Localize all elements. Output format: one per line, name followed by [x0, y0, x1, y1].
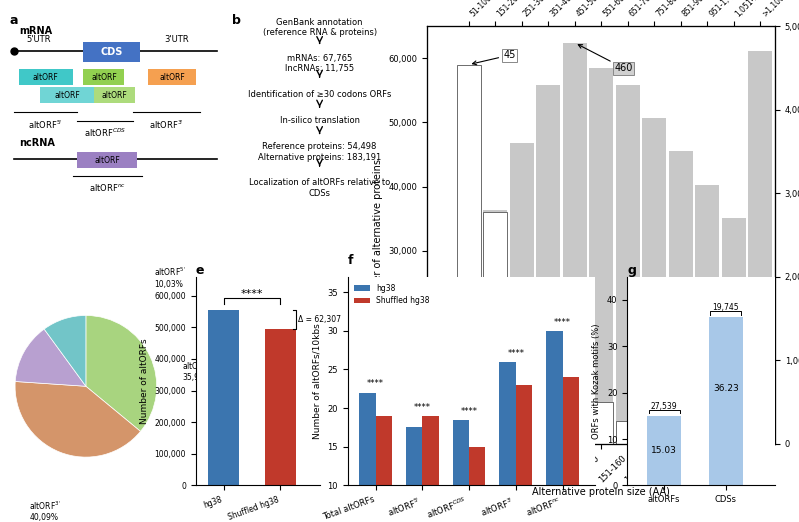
- FancyBboxPatch shape: [77, 152, 137, 168]
- Bar: [695, 185, 719, 444]
- Text: g: g: [627, 264, 636, 277]
- Text: Identification of ≥30 codons ORFs: Identification of ≥30 codons ORFs: [248, 90, 392, 99]
- Bar: [510, 293, 534, 444]
- Text: 3'UTR: 3'UTR: [164, 35, 189, 44]
- Bar: [590, 68, 613, 444]
- Text: ncRNA: ncRNA: [19, 138, 54, 148]
- Text: b: b: [232, 14, 240, 27]
- Bar: [360, 393, 376, 522]
- Bar: [536, 347, 560, 444]
- Text: Reference proteins: 54,498
Alternative proteins: 183,191: Reference proteins: 54,498 Alternative p…: [258, 143, 381, 162]
- Legend: hg38, Shuffled hg38: hg38, Shuffled hg38: [352, 280, 432, 309]
- Text: altORF: altORF: [94, 156, 120, 164]
- Text: In-silico translation: In-silico translation: [280, 116, 360, 125]
- Y-axis label: Number of altORFs/10kbs: Number of altORFs/10kbs: [312, 323, 322, 439]
- Y-axis label: Number of altORFs: Number of altORFs: [140, 338, 149, 424]
- Text: altORF$^{nc}$: altORF$^{nc}$: [89, 182, 125, 193]
- FancyBboxPatch shape: [149, 69, 196, 85]
- Wedge shape: [44, 315, 86, 386]
- Text: GenBank annotation
(reference RNA & proteins): GenBank annotation (reference RNA & prot…: [263, 18, 376, 37]
- Bar: [722, 218, 745, 444]
- Bar: [616, 421, 640, 444]
- Text: mRNAs: 67,765
lncRNAs: 11,755: mRNAs: 67,765 lncRNAs: 11,755: [285, 54, 354, 73]
- Text: 19,745: 19,745: [713, 303, 739, 312]
- Text: e: e: [196, 264, 205, 277]
- Bar: [516, 385, 532, 522]
- Text: 45: 45: [472, 50, 515, 65]
- Text: altORF$^{5'}$: altORF$^{5'}$: [28, 118, 63, 131]
- Y-axis label: ORFs with Kozak motifs (%): ORFs with Kozak motifs (%): [592, 323, 602, 439]
- Text: ****: ****: [367, 379, 384, 388]
- Text: ****: ****: [414, 402, 431, 412]
- FancyBboxPatch shape: [84, 42, 140, 62]
- Text: CDS: CDS: [101, 47, 123, 57]
- Text: ****: ****: [554, 317, 571, 327]
- Wedge shape: [15, 329, 86, 386]
- Text: 5'UTR: 5'UTR: [26, 35, 50, 44]
- Bar: [547, 331, 562, 522]
- Bar: [669, 434, 693, 444]
- Bar: [499, 362, 516, 522]
- Bar: [209, 310, 240, 485]
- Text: altORF: altORF: [91, 73, 117, 82]
- Text: ****: ****: [240, 289, 264, 299]
- Bar: [430, 347, 454, 444]
- Bar: [457, 65, 480, 444]
- Text: altORF$^{5'}$
10,03%: altORF$^{5'}$ 10,03%: [154, 266, 186, 289]
- Text: altORF$^{3'}$
40,09%: altORF$^{3'}$ 40,09%: [30, 500, 62, 522]
- Bar: [695, 437, 719, 444]
- Bar: [749, 51, 773, 444]
- Bar: [709, 317, 743, 485]
- Text: f: f: [348, 254, 353, 267]
- FancyBboxPatch shape: [84, 69, 125, 85]
- Text: Localization of altORFs relative to
CDSs: Localization of altORFs relative to CDSs: [249, 179, 390, 198]
- FancyBboxPatch shape: [94, 87, 135, 103]
- Bar: [562, 377, 579, 522]
- Bar: [616, 85, 640, 444]
- X-axis label: Alternative protein size (AA): Alternative protein size (AA): [532, 487, 670, 497]
- Bar: [562, 376, 586, 444]
- Bar: [457, 369, 480, 444]
- Bar: [406, 428, 423, 522]
- Bar: [264, 329, 296, 485]
- Text: altORF: altORF: [33, 73, 58, 82]
- Text: altORF: altORF: [159, 73, 185, 82]
- Bar: [423, 416, 439, 522]
- Text: altORF$^{CDS}$
35,98%: altORF$^{CDS}$ 35,98%: [182, 359, 221, 382]
- FancyBboxPatch shape: [19, 69, 73, 85]
- Text: altORF$^{3'}$: altORF$^{3'}$: [149, 118, 184, 131]
- Text: altORF$^{CDS}$: altORF$^{CDS}$: [84, 127, 126, 139]
- Text: altORF: altORF: [102, 91, 128, 100]
- Text: Δ = 62,307: Δ = 62,307: [298, 315, 341, 324]
- Bar: [483, 210, 507, 444]
- Text: mRNA: mRNA: [19, 26, 52, 36]
- Bar: [483, 212, 507, 444]
- Text: a: a: [9, 14, 18, 27]
- Text: altORF: altORF: [54, 91, 80, 100]
- Text: 36.23: 36.23: [713, 384, 738, 393]
- Bar: [642, 431, 666, 444]
- Bar: [647, 416, 681, 485]
- Bar: [749, 440, 773, 444]
- Text: 27,539: 27,539: [651, 402, 678, 411]
- FancyBboxPatch shape: [41, 87, 94, 103]
- Bar: [590, 402, 613, 444]
- Y-axis label: Number of alternative proteins: Number of alternative proteins: [373, 159, 384, 311]
- Text: ****: ****: [507, 349, 524, 358]
- Bar: [453, 420, 469, 522]
- Bar: [469, 447, 486, 522]
- Bar: [722, 438, 745, 444]
- Bar: [562, 43, 586, 444]
- Bar: [376, 416, 392, 522]
- Wedge shape: [86, 315, 157, 431]
- Wedge shape: [15, 382, 141, 457]
- Bar: [510, 143, 534, 444]
- Text: ****: ****: [460, 407, 478, 416]
- Text: 460: 460: [578, 45, 633, 73]
- Bar: [536, 85, 560, 444]
- Bar: [669, 151, 693, 444]
- Bar: [642, 118, 666, 444]
- Text: 15.03: 15.03: [651, 446, 677, 455]
